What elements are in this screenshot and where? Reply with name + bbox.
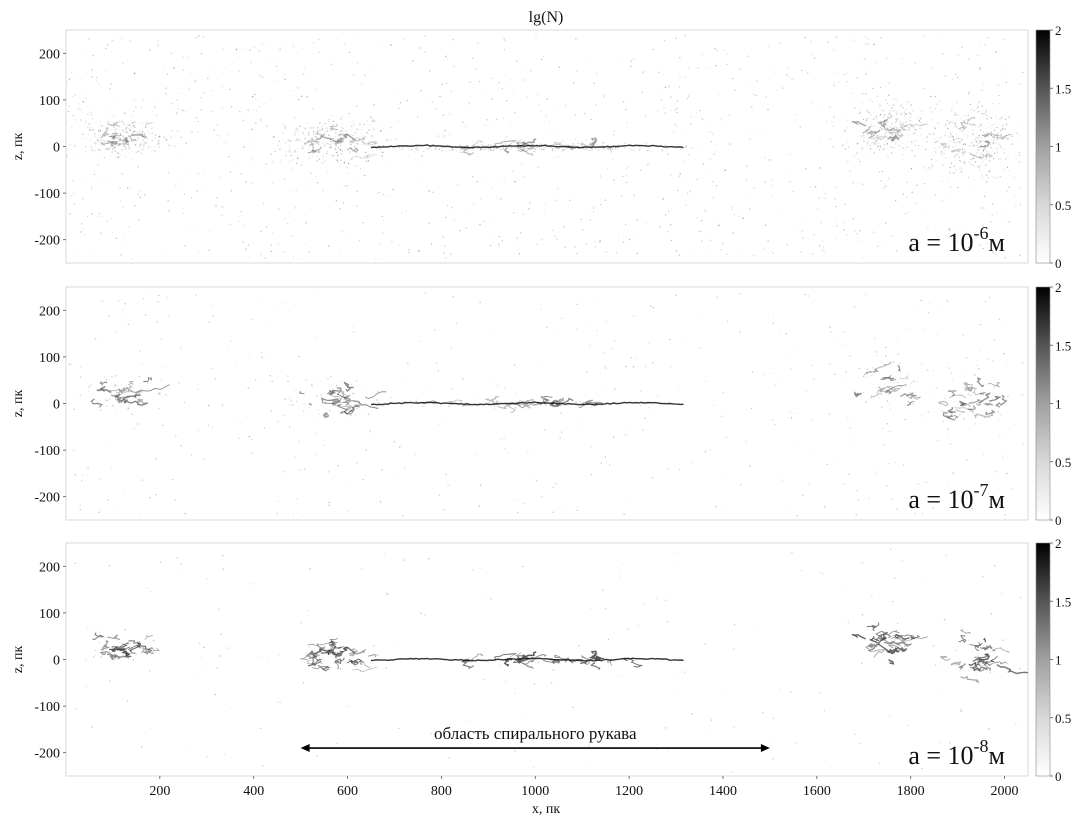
midplane-streak bbox=[370, 144, 684, 149]
density-texture bbox=[74, 548, 1028, 773]
y-tick-label: -200 bbox=[34, 234, 60, 249]
colorbar-tick-label: 2 bbox=[1055, 536, 1062, 551]
y-tick-label: -100 bbox=[34, 700, 60, 715]
density-texture bbox=[69, 291, 1024, 517]
x-tick-label: 200 bbox=[149, 784, 170, 799]
midplane-streak bbox=[370, 401, 684, 406]
y-tick-label: -200 bbox=[34, 747, 60, 762]
x-tick-label: 600 bbox=[337, 784, 358, 799]
panel-label: a = 10-6м bbox=[908, 223, 1005, 257]
x-tick-label: 400 bbox=[243, 784, 264, 799]
y-tick-label: -200 bbox=[34, 491, 60, 506]
colorbar-tick-label: 2 bbox=[1055, 280, 1062, 295]
colorbar-tick-label: 1.5 bbox=[1055, 338, 1071, 353]
colorbar-tick-label: 0.5 bbox=[1055, 711, 1071, 726]
colorbar-tick-label: 0 bbox=[1055, 513, 1062, 528]
colorbar-tick-label: 0 bbox=[1055, 256, 1062, 271]
y-tick-label: 0 bbox=[53, 141, 60, 156]
x-axis-label: x, пк bbox=[532, 802, 560, 817]
colorbar bbox=[1035, 29, 1051, 264]
y-axis-label: z, пк bbox=[11, 133, 26, 161]
panel-label: a = 10-7м bbox=[908, 480, 1005, 514]
x-tick-label: 800 bbox=[431, 784, 452, 799]
x-tick-label: 1600 bbox=[803, 784, 831, 799]
y-tick-label: 100 bbox=[39, 94, 60, 109]
colorbar-tick-label: 1 bbox=[1055, 653, 1062, 668]
colorbar-tick-label: 1.5 bbox=[1055, 594, 1071, 609]
panel-1: 200 100 0 -100 -200 z, пк 2 1.5 1 0.5 0 a = 10-6м bbox=[11, 23, 1071, 271]
x-axis: 200 400 600 800 1000 1200 1400 1600 1800 2000 x, п… bbox=[149, 776, 1019, 817]
colorbar-tick-label: 0.5 bbox=[1055, 198, 1071, 213]
x-tick-label: 1800 bbox=[897, 784, 925, 799]
annotation-label: область спирального рукава bbox=[434, 724, 637, 743]
y-axis-label: z, пк bbox=[11, 390, 26, 418]
annotation-layer: область спирального рукава bbox=[300, 724, 770, 753]
colorbar bbox=[1035, 542, 1051, 777]
panel-2: 200 100 0 -100 -200 z, пк 2 1.5 1 0.5 0 a = 10-7м bbox=[11, 280, 1071, 528]
panel-label: a = 10-8м bbox=[908, 736, 1005, 770]
panel-3: 200 100 0 -100 -200 z, пк 2 1.5 1 0.5 0 a = 10-8м bbox=[11, 536, 1071, 784]
y-tick-label: -100 bbox=[34, 187, 60, 202]
x-tick-label: 1000 bbox=[521, 784, 549, 799]
y-axis-label: z, пк bbox=[11, 646, 26, 674]
colorbar-tick-label: 0 bbox=[1055, 769, 1062, 784]
y-tick-label: 100 bbox=[39, 607, 60, 622]
colorbar-tick-label: 2 bbox=[1055, 23, 1062, 38]
y-tick-label: -100 bbox=[34, 444, 60, 459]
colorbar-tick-label: 1 bbox=[1055, 397, 1062, 412]
y-tick-label: 200 bbox=[39, 47, 60, 62]
arrowhead-right bbox=[760, 744, 770, 753]
colorbar-tick-label: 1 bbox=[1055, 140, 1062, 155]
x-tick-label: 2000 bbox=[991, 784, 1019, 799]
midplane-streak bbox=[370, 657, 684, 662]
x-tick-label: 1400 bbox=[709, 784, 737, 799]
colorbar-tick-label: 1.5 bbox=[1055, 81, 1071, 96]
y-tick-label: 100 bbox=[39, 351, 60, 366]
y-tick-label: 200 bbox=[39, 304, 60, 319]
y-tick-label: 0 bbox=[53, 654, 60, 669]
x-tick-label: 1200 bbox=[615, 784, 643, 799]
y-tick-label: 200 bbox=[39, 560, 60, 575]
colorbar bbox=[1035, 286, 1051, 521]
chart-title: lg(N) bbox=[529, 9, 564, 26]
arrowhead-left bbox=[300, 744, 310, 753]
density-texture bbox=[66, 34, 1024, 260]
colorbar-tick-label: 0.5 bbox=[1055, 455, 1071, 470]
y-tick-label: 0 bbox=[53, 398, 60, 413]
